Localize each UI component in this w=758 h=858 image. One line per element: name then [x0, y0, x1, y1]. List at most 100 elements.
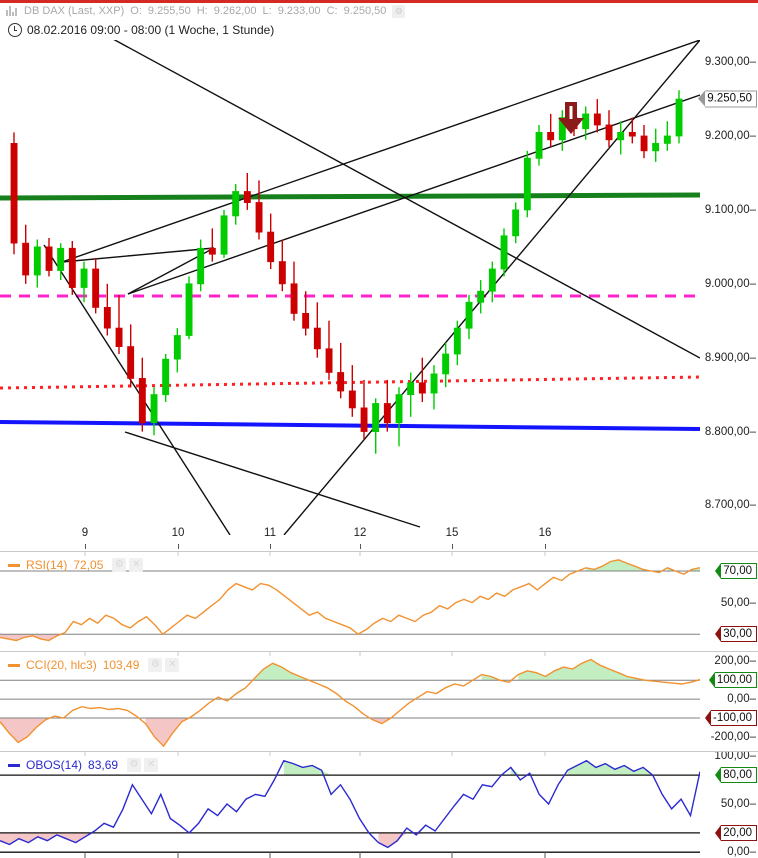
level-tag-value: 20,00	[721, 824, 757, 841]
cci-series-line	[0, 658, 700, 748]
time-axis-label: 16	[538, 527, 552, 539]
price-tag-pointer	[698, 90, 706, 107]
obos-label: OBOS(14)	[26, 758, 83, 772]
cci-level-tag: -100,00	[704, 709, 757, 726]
obos-series-line	[0, 759, 700, 849]
rsi-series-line	[0, 559, 700, 642]
cci-axis-label: 0,00–	[727, 693, 756, 706]
level-tag-value: -100,00	[710, 709, 757, 726]
rsi-overbought-zone	[586, 559, 700, 571]
pane-divider-rsi	[0, 551, 758, 552]
pane-divider-cci	[0, 651, 758, 652]
cci-label: CCI(20, hlc3)	[26, 658, 97, 672]
trendline-channel-upper	[127, 94, 700, 295]
obos-overbought-zone	[283, 760, 700, 776]
cci-axis-label: -200,00–	[710, 730, 756, 743]
pane-divider-obos	[0, 751, 758, 752]
cci-pane[interactable]: CCI(20, hlc3) 103,49 ⚙ ✕ 200,00– 100,00 0,…	[0, 652, 758, 750]
obos-value: 83,69	[88, 758, 119, 772]
cci-legend: CCI(20, hlc3) 103,49 ⚙ ✕	[8, 658, 180, 672]
cci-settings-icon[interactable]: ⚙	[148, 658, 163, 672]
cci-axis: 200,00– 100,00 0,00– -100,00 -200,00–	[700, 652, 758, 750]
rsi-settings-icon[interactable]: ⚙	[112, 558, 127, 572]
rsi-close-icon[interactable]: ✕	[129, 558, 144, 572]
level-tag-value: 100,00	[714, 672, 757, 689]
obos-settings-icon[interactable]: ⚙	[127, 758, 142, 772]
rsi-color-swatch	[8, 563, 20, 567]
cci-svg	[0, 652, 700, 748]
trendline-lower-fan	[124, 431, 421, 528]
timerange-header: 08.02.2016 09:00 - 08:00 (1 Woche, 1 Stu…	[0, 21, 758, 39]
rsi-axis: 70,00 50,00– 30,00	[700, 552, 758, 650]
cci-oversold-zone	[0, 718, 391, 747]
obos-plot-area[interactable]	[0, 752, 700, 858]
obos-level-tag: 80,00	[715, 767, 757, 784]
gear-icon[interactable]: ⚙	[392, 4, 406, 18]
ohlc-open-label: O:	[130, 5, 142, 17]
time-axis-tick	[270, 544, 271, 549]
trendline-upper-descending	[113, 40, 700, 359]
arrow-down-marker	[558, 102, 584, 134]
ohlc-open-value: 9.255,50	[147, 5, 191, 17]
rsi-level-tag: 70,00	[715, 562, 757, 579]
obos-legend: OBOS(14) 83,69 ⚙ ✕	[8, 758, 159, 772]
current-price-tag: 9.250,50	[698, 90, 757, 108]
rsi-label: RSI(14)	[26, 558, 68, 572]
price-plot-area[interactable]	[0, 40, 700, 535]
time-axis-tick	[178, 544, 179, 549]
cci-close-icon[interactable]: ✕	[165, 658, 180, 672]
top-accent-bar	[0, 0, 758, 3]
rsi-pane[interactable]: RSI(14) 72,05 ⚙ ✕ 70,00 50,00– 30,00	[0, 552, 758, 650]
ohlc-low-value: 9.233,00	[277, 5, 321, 17]
time-axis-label: 12	[353, 527, 367, 539]
cci-overbought-zone	[254, 659, 700, 681]
ohlc-low-label: L:	[262, 5, 272, 17]
cci-color-swatch	[8, 663, 20, 667]
ohlc-close-value: 9.250,50	[343, 5, 387, 17]
time-axis-label: 9	[81, 527, 89, 539]
price-axis-label: 9.200,00–	[704, 130, 756, 143]
blue-support-line	[0, 420, 700, 431]
time-axis-label: 11	[264, 527, 276, 539]
price-axis-label: 8.800,00–	[704, 425, 756, 438]
price-svg	[0, 40, 700, 535]
resistance-green-line	[0, 192, 700, 201]
cci-value: 103,49	[102, 658, 140, 672]
price-axis-label: 9.000,00–	[704, 277, 756, 290]
red-dotted-line	[0, 375, 700, 390]
obos-color-swatch	[8, 763, 20, 767]
cci-plot-area[interactable]	[0, 652, 700, 750]
bars-chart-icon	[6, 6, 18, 16]
time-axis-tick	[452, 544, 453, 549]
ohlc-close-label: C:	[326, 5, 338, 17]
obos-pane[interactable]: OBOS(14) 83,69 ⚙ ✕ 100,00– 80,00 50,00– 20,…	[0, 752, 758, 858]
price-axis-label: 8.900,00–	[704, 351, 756, 364]
trendline-ascending-main	[61, 40, 700, 263]
rsi-value: 72,05	[73, 558, 104, 572]
instrument-name: DB DAX (Last, XXP)	[24, 5, 125, 17]
time-axis-label: 15	[445, 527, 459, 539]
obos-axis-label: 0,00–	[727, 846, 756, 858]
cci-level-tag: 100,00	[708, 672, 757, 689]
ohlc-high-label: H:	[196, 5, 208, 17]
clock-icon	[8, 23, 22, 37]
level-tag-value: 80,00	[721, 767, 757, 784]
level-tag-pointer	[715, 626, 722, 643]
level-tag-value: 30,00	[721, 626, 757, 643]
obos-close-icon[interactable]: ✕	[144, 758, 159, 772]
price-pane[interactable]: 9.300,00– 9.200,00– 9.100,00– 9.000,00– 8.90…	[0, 40, 758, 535]
price-axis-label: 9.300,00–	[704, 56, 756, 69]
time-axis-label: 10	[171, 527, 185, 539]
obos-axis-label: 100,00–	[714, 752, 756, 762]
obos-axis: 100,00– 80,00 50,00– 20,00 0,00–	[700, 752, 758, 858]
level-tag-pointer	[715, 767, 722, 784]
rsi-level-tag: 30,00	[715, 626, 757, 643]
obos-level-tag: 20,00	[715, 824, 757, 841]
time-axis-tick	[545, 544, 546, 549]
time-axis-tick	[360, 544, 361, 549]
cci-axis-label: 200,00–	[714, 655, 756, 668]
price-axis-label: 8.700,00–	[704, 499, 756, 512]
time-axis-tick	[85, 544, 86, 549]
price-axis-label: 9.100,00–	[704, 203, 756, 216]
